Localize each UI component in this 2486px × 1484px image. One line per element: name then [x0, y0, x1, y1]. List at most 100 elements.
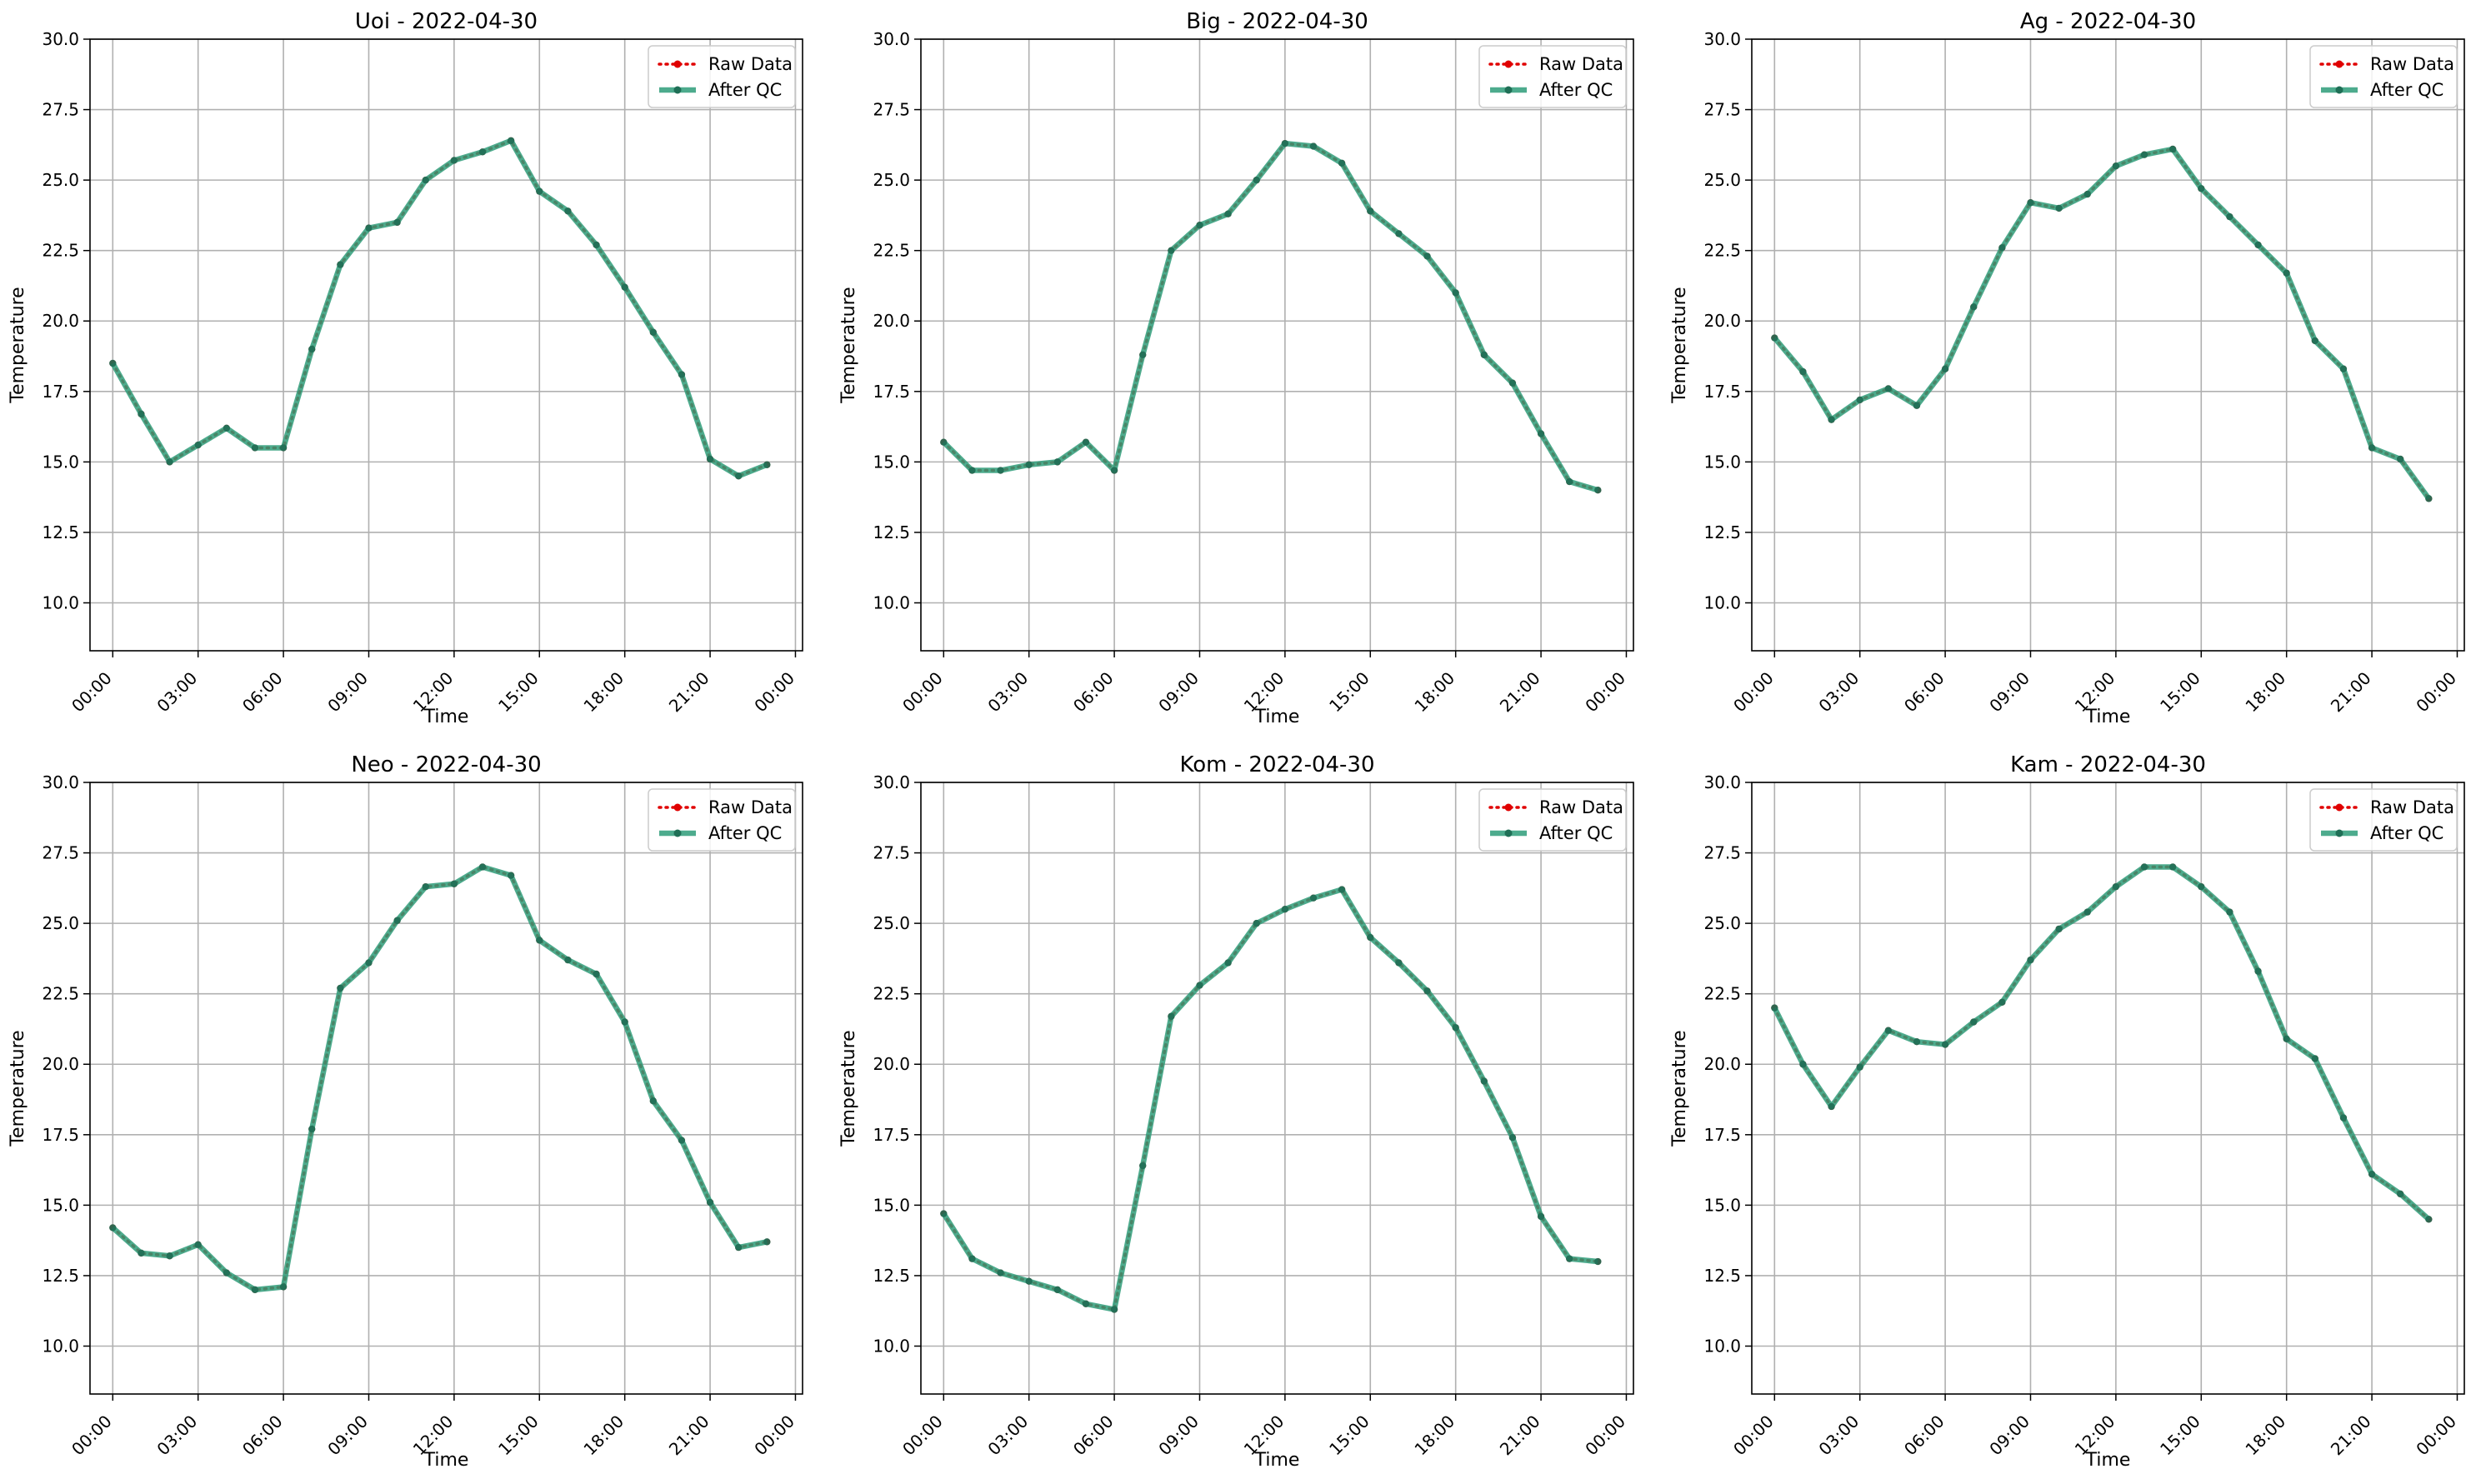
- raw-data-line: [942, 887, 1600, 1312]
- after-qc-point: [1799, 367, 1807, 376]
- after-qc-point: [763, 461, 771, 468]
- legend-raw-label: Raw Data: [1539, 54, 1623, 74]
- x-tick-label: 06:00: [1900, 668, 1948, 717]
- after-qc-point: [1508, 379, 1517, 387]
- legend-raw-label: Raw Data: [708, 54, 793, 74]
- after-qc-point: [1884, 1027, 1893, 1034]
- after-qc-point: [536, 187, 543, 195]
- x-tick-label: 21:00: [665, 668, 713, 717]
- legend-raw-marker: [673, 803, 682, 812]
- x-tick-label: 03:00: [1815, 668, 1863, 717]
- y-tick-label: 22.5: [873, 241, 910, 261]
- after-qc-point: [1998, 244, 2006, 252]
- x-tick-label: 18:00: [2241, 668, 2289, 717]
- subplot-ag: 00:00 03:00 06:00 09:00 12:00 15:00 18:00 21:00…: [1669, 9, 2465, 727]
- after-qc-point: [2083, 190, 2091, 198]
- after-qc-point: [1309, 894, 1318, 902]
- after-qc-point: [393, 218, 401, 227]
- y-tick-label: 15.0: [1703, 1195, 1741, 1215]
- after-qc-point: [1253, 919, 1260, 927]
- legend-raw-label: Raw Data: [1539, 797, 1623, 817]
- legend-qc-label: After QC: [708, 80, 782, 100]
- y-tick-label: 17.5: [873, 1125, 910, 1145]
- legend: Raw Data After QC: [648, 788, 796, 852]
- after-qc-point: [564, 207, 572, 215]
- x-tick-label: 18:00: [2241, 1412, 2289, 1460]
- y-tick-label: 17.5: [1703, 382, 1741, 402]
- after-qc-point: [1053, 458, 1062, 466]
- after-qc-point: [735, 472, 743, 480]
- y-tick-label: 15.0: [1703, 452, 1741, 472]
- y-tick-label: 20.0: [873, 1054, 910, 1074]
- x-tick-label: 09:00: [323, 1412, 372, 1460]
- after-qc-point: [1856, 1063, 1863, 1071]
- after-qc-point: [1828, 1102, 1835, 1111]
- legend-qc-marker: [673, 86, 682, 94]
- after-qc-point: [1970, 303, 1978, 311]
- after-qc-point: [1196, 222, 1203, 229]
- axes-frame: [1751, 782, 2465, 1395]
- y-tick-label: 27.5: [873, 843, 910, 863]
- after-qc-point: [2339, 365, 2348, 372]
- legend-qc-label: After QC: [2370, 823, 2443, 843]
- y-tick-label: 12.5: [42, 1266, 79, 1286]
- x-tick-label: 00:00: [68, 1412, 116, 1460]
- legend-qc-label: After QC: [708, 823, 782, 843]
- after-qc-point: [1367, 207, 1374, 215]
- after-qc-point: [1025, 461, 1033, 468]
- subplot-kam: 00:00 03:00 06:00 09:00 12:00 15:00 18:00 21:00…: [1669, 752, 2465, 1471]
- after-qc-point: [1998, 998, 2006, 1007]
- y-tick-label: 30.0: [42, 29, 79, 49]
- after-qc-point: [2027, 956, 2034, 964]
- after-qc-point: [223, 424, 231, 432]
- y-tick-label: 20.0: [1703, 1054, 1741, 1074]
- y-tick-label: 12.5: [42, 522, 79, 542]
- x-tick-label: 00:00: [898, 1412, 947, 1460]
- y-tick-label: 10.0: [873, 592, 910, 612]
- chart-title: Kam - 2022-04-30: [2010, 752, 2206, 777]
- after-qc-point: [2425, 495, 2433, 502]
- legend-raw-marker: [1504, 60, 1513, 68]
- after-qc-point: [194, 441, 202, 449]
- after-qc-point: [2140, 863, 2148, 871]
- y-tick-label: 22.5: [42, 241, 79, 261]
- axes-frame: [89, 38, 803, 652]
- after-qc-point: [1110, 1306, 1118, 1313]
- y-tick-label: 25.0: [873, 170, 910, 190]
- y-tick-label: 15.0: [42, 452, 79, 472]
- after-qc-point: [138, 1249, 145, 1257]
- after-qc-point: [2055, 925, 2063, 933]
- legend-qc-marker: [673, 829, 682, 837]
- legend-raw-label: Raw Data: [708, 797, 793, 817]
- y-tick-label: 22.5: [873, 984, 910, 1004]
- y-tick-label: 22.5: [42, 984, 79, 1004]
- x-tick-label: 21:00: [1496, 668, 1544, 717]
- after-qc-point: [109, 1224, 117, 1232]
- after-qc-point: [593, 970, 600, 978]
- after-qc-point: [2112, 882, 2120, 891]
- legend: Raw Data After QC: [648, 45, 796, 108]
- after-qc-point: [706, 455, 714, 463]
- legend: Raw Data After QC: [2309, 45, 2458, 108]
- after-qc-point: [2112, 162, 2120, 170]
- legend: Raw Data After QC: [1478, 788, 1627, 852]
- after-qc-point: [1139, 351, 1147, 359]
- x-tick-label: 00:00: [1581, 668, 1629, 717]
- y-tick-label: 20.0: [1703, 311, 1741, 331]
- after-qc-point: [251, 1286, 259, 1294]
- x-axis-label: Time: [2085, 1450, 2131, 1471]
- x-tick-label: 21:00: [2327, 668, 2375, 717]
- x-axis-label: Time: [423, 707, 469, 727]
- after-qc-point: [1338, 886, 1346, 893]
- after-qc-point: [1771, 334, 1778, 342]
- x-tick-label: 03:00: [153, 1412, 202, 1460]
- after-qc-point: [1452, 1024, 1459, 1032]
- y-tick-label: 20.0: [873, 311, 910, 331]
- y-tick-label: 15.0: [873, 452, 910, 472]
- y-tick-label: 27.5: [42, 843, 79, 863]
- after-qc-point: [2198, 185, 2205, 192]
- y-tick-label: 25.0: [873, 913, 910, 933]
- y-tick-label: 30.0: [873, 772, 910, 792]
- x-tick-label: 15:00: [494, 1412, 543, 1460]
